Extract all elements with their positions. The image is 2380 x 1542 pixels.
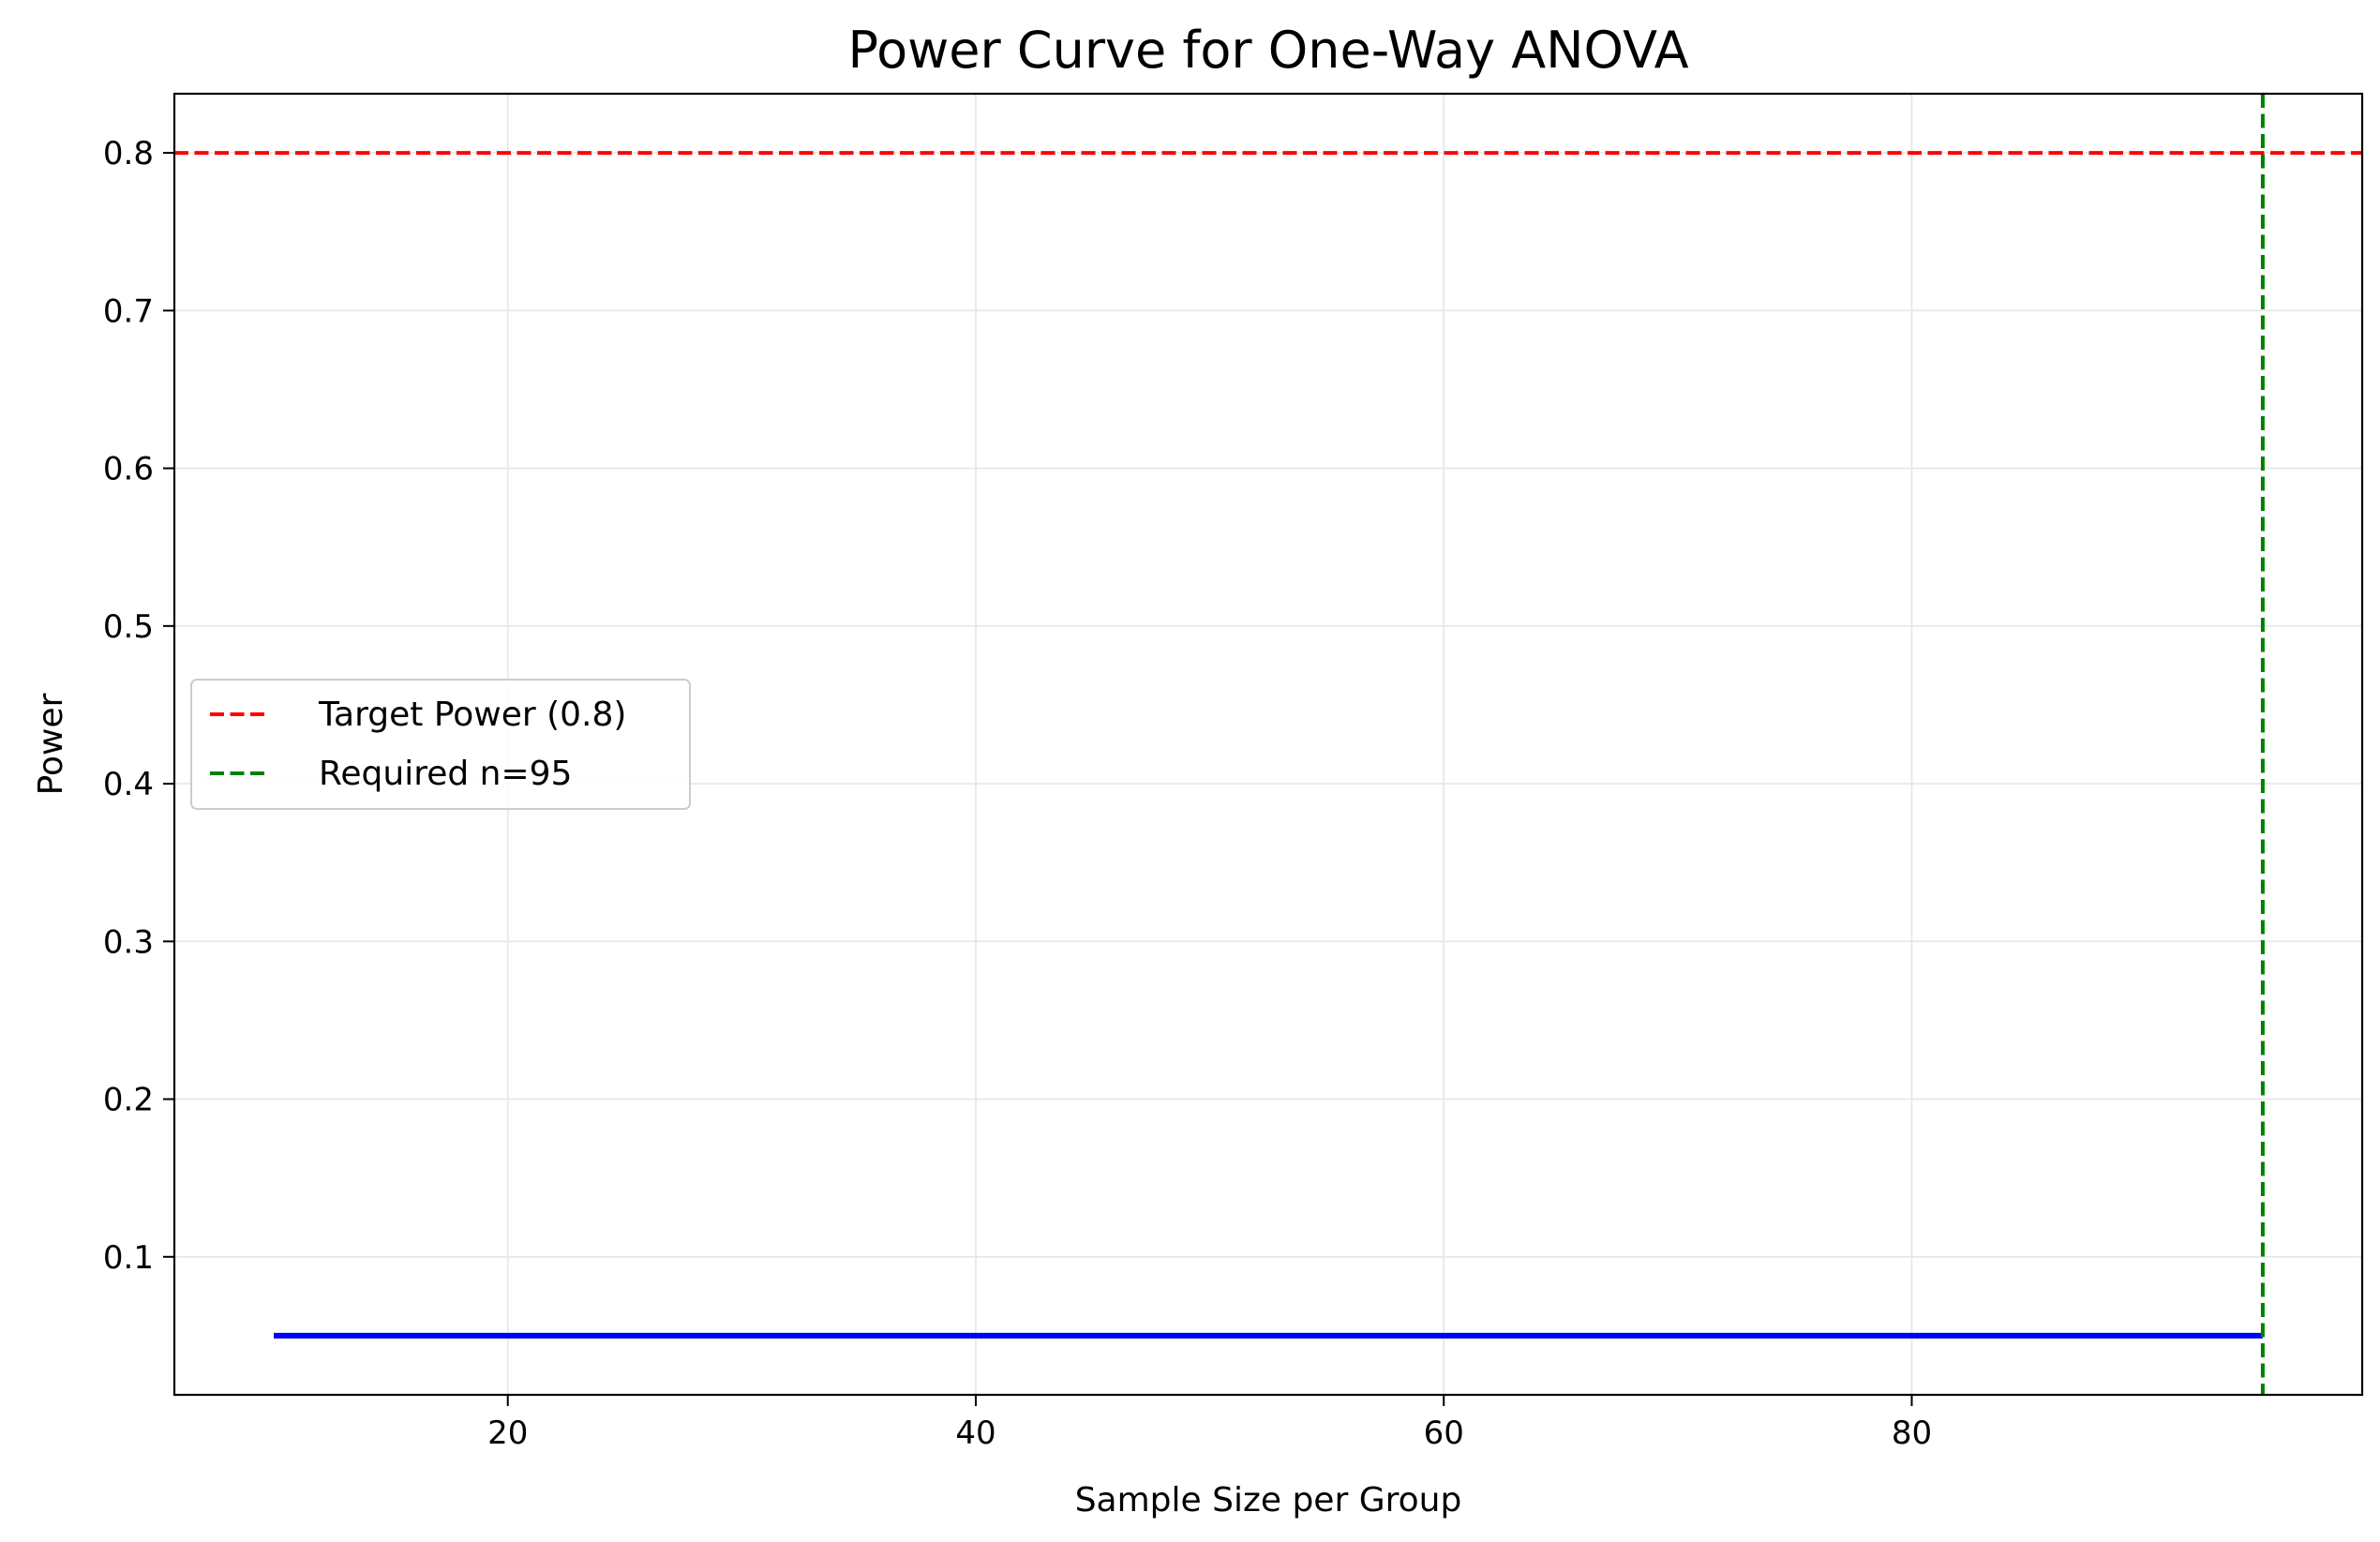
legend: Target Power (0.8) Required n=95 <box>190 679 691 810</box>
x-axis-label: Sample Size per Group <box>1075 1481 1462 1520</box>
y-tick-label: 0.5 <box>103 608 154 646</box>
legend-label: Target Power (0.8) <box>318 696 626 734</box>
x-tick-label: 20 <box>487 1415 528 1452</box>
y-tick-label: 0.1 <box>103 1239 154 1277</box>
y-tick-label: 0.4 <box>103 766 154 803</box>
legend-label: Required n=95 <box>319 755 572 793</box>
plot-frame <box>172 92 2364 1397</box>
y-axis-label: Power <box>32 693 70 795</box>
chart-title: Power Curve for One-Way ANOVA <box>847 21 1688 80</box>
x-tick-label: 40 <box>955 1415 995 1452</box>
y-tick-label: 0.2 <box>103 1082 154 1119</box>
y-tick-label: 0.6 <box>103 451 154 488</box>
y-tick-label: 0.3 <box>103 923 154 961</box>
legend-box <box>190 679 691 810</box>
x-tick-label: 60 <box>1424 1415 1464 1452</box>
plot-data <box>174 94 2362 1395</box>
x-tick-label: 80 <box>1892 1415 1932 1452</box>
axis-ticks: 20 40 60 80 0.1 0.2 0.3 0.4 0.5 0.6 0.7 0.8 <box>103 135 1932 1452</box>
y-tick-label: 0.8 <box>103 135 154 172</box>
y-tick-label: 0.7 <box>103 292 154 330</box>
